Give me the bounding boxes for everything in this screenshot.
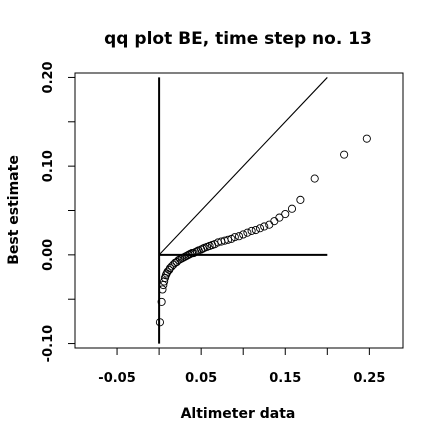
y-tick-label: 0.10 [41, 150, 56, 182]
data-points [155, 134, 371, 327]
data-point [230, 233, 239, 242]
data-point [198, 244, 207, 253]
data-point [281, 209, 290, 219]
data-point [255, 224, 265, 233]
y-axis-label: Best estimate [6, 155, 22, 265]
data-point [275, 213, 284, 222]
data-point [239, 230, 248, 239]
identity-line [158, 77, 328, 256]
y-tick-label: -0.10 [41, 325, 56, 362]
plot-frame [74, 72, 404, 349]
x-tick-label: 0.05 [185, 371, 217, 386]
y-tick-label: 0.20 [41, 61, 56, 93]
data-point [340, 150, 349, 159]
x-tick-label: 0.15 [269, 371, 301, 386]
data-point [186, 249, 195, 259]
x-axis-ticks: -0.05 0.05 0.15 0.25 [98, 348, 385, 386]
data-point [234, 232, 244, 241]
data-point [160, 277, 169, 286]
data-point [243, 228, 252, 237]
data-point [224, 235, 233, 244]
x-axis-label: Altimeter data [181, 406, 296, 422]
reference-lines [158, 77, 328, 344]
data-point [362, 134, 371, 143]
y-axis-ticks: -0.10 0.00 0.10 0.20 [41, 61, 75, 362]
data-point [287, 204, 297, 213]
x-tick-label: 0.25 [353, 371, 385, 386]
data-point [310, 174, 319, 183]
data-point [157, 297, 166, 306]
data-point [260, 222, 269, 231]
data-point [247, 226, 256, 235]
chart-title: qq plot BE, time step no. 13 [104, 29, 372, 49]
x-tick-label: -0.05 [98, 371, 135, 386]
data-point [251, 225, 260, 235]
data-point [158, 285, 167, 294]
data-point [296, 195, 305, 204]
data-point [155, 318, 164, 327]
data-point [265, 220, 274, 229]
data-point [270, 217, 279, 226]
y-tick-label: 0.00 [41, 239, 56, 271]
